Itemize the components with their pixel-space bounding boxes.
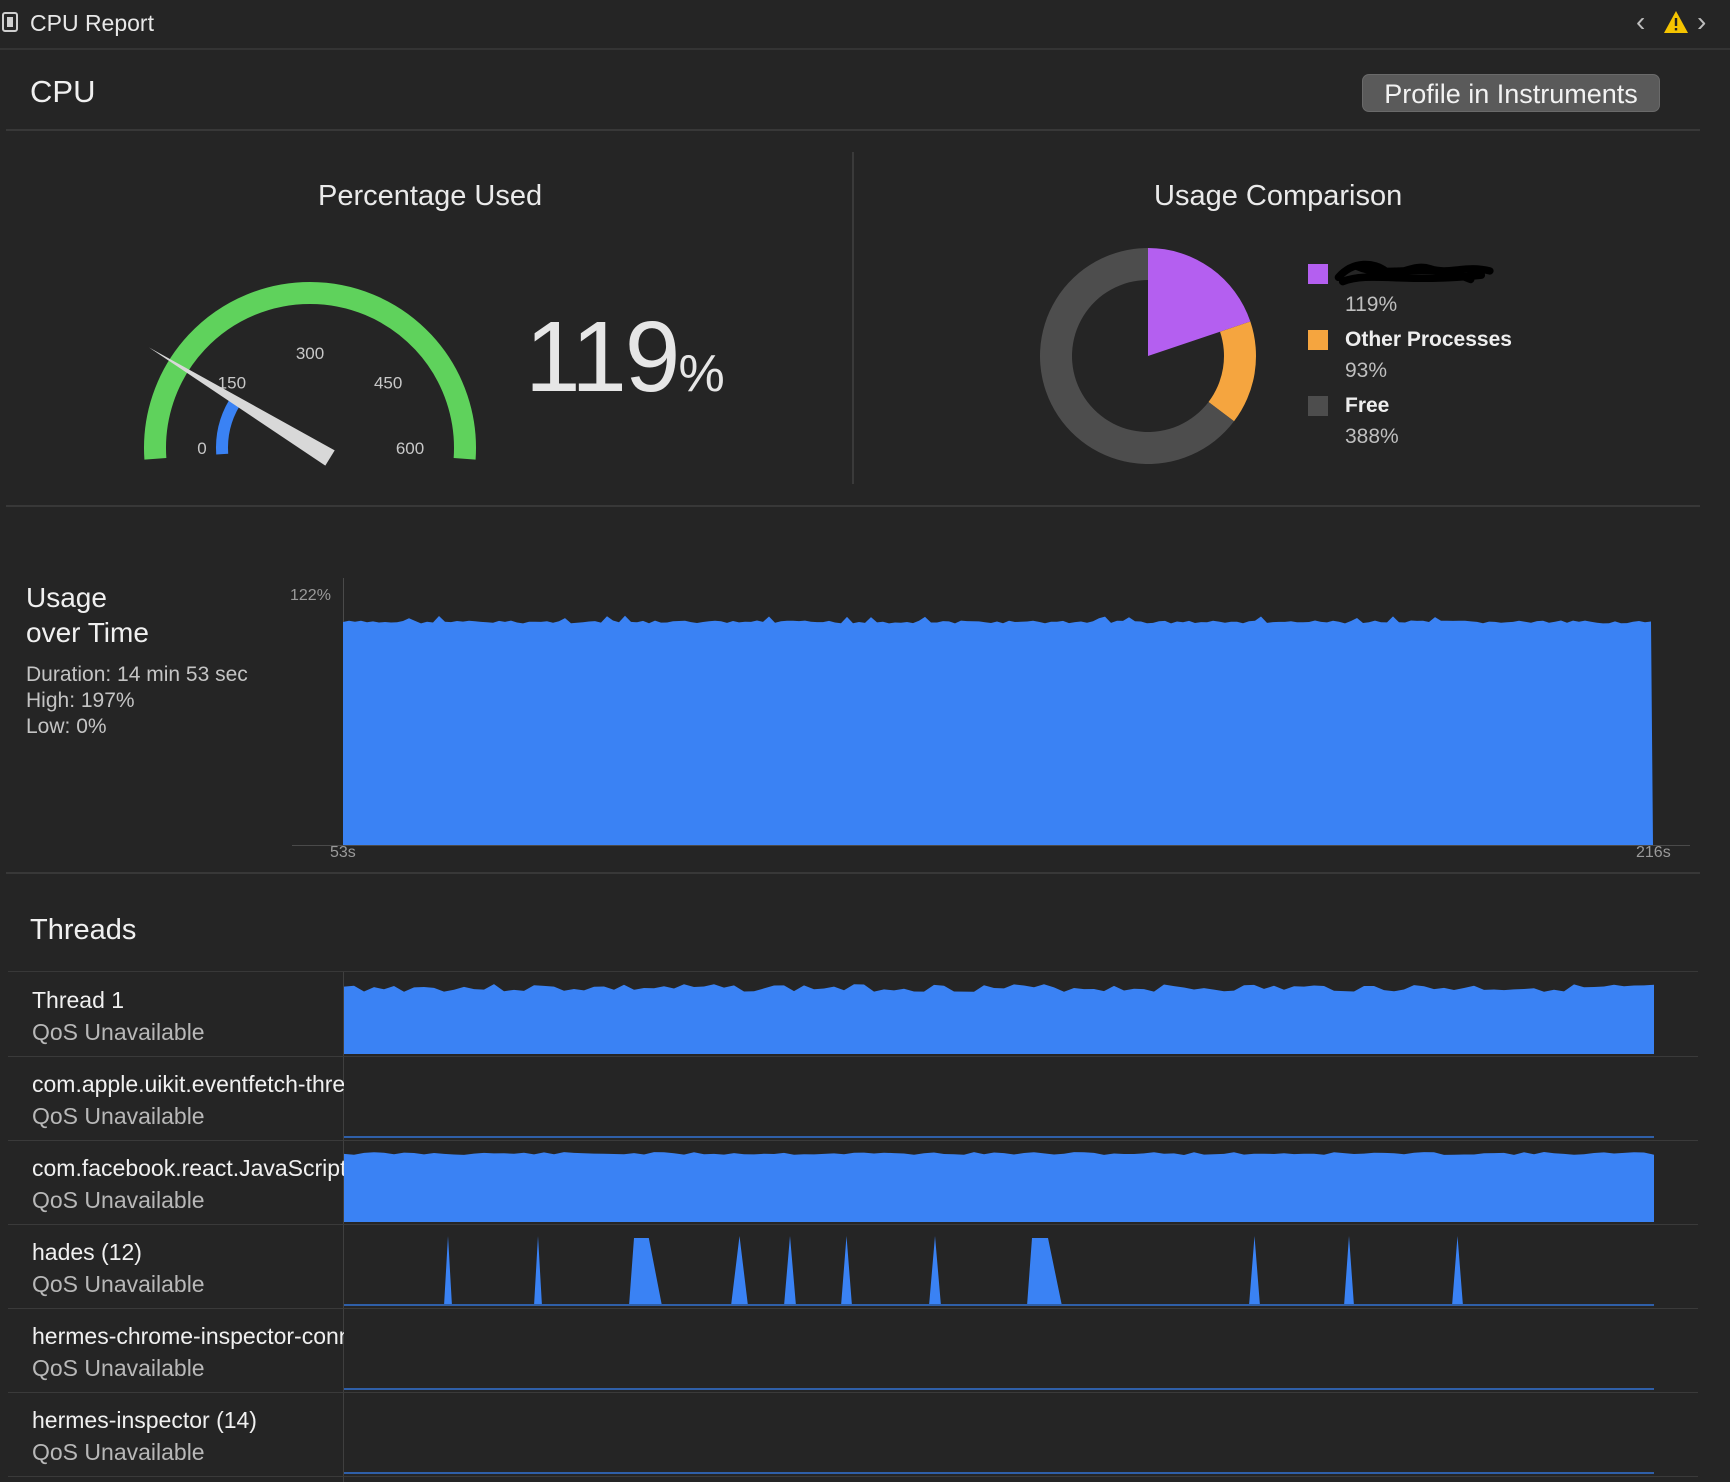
thread-baseline [344,1304,1654,1306]
thread-name: com.facebook.react.JavaScript [32,1155,344,1181]
divider [8,971,1698,972]
gauge-value-arc [216,400,240,455]
thread-usage-graph [344,1136,1654,1138]
thread-baseline [344,1472,1654,1474]
gauge-tick-label: 0 [197,439,206,458]
thread-qos: QoS Unavailable [32,1271,205,1297]
thread-qos: QoS Unavailable [32,1439,205,1465]
usage-area [343,615,1653,845]
legend-value-free: 388% [1345,425,1399,448]
title-bar [0,0,1730,50]
thread-usage-graph [344,1152,1654,1222]
usage-comparison-title: Usage Comparison [1154,180,1403,212]
threads-title: Threads [30,914,137,946]
chevron-left-icon[interactable]: ‹ [1636,6,1646,37]
thread-qos: QoS Unavailable [32,1187,205,1213]
thread-usage-graph [344,1388,1654,1390]
percentage-value-unit: % [678,345,724,403]
thread-usage-area [344,1152,1654,1222]
legend-swatch-other-processes [1308,330,1328,350]
gauge-tick-label: 600 [396,439,424,458]
gauge-capacity-arc [144,282,476,460]
thread-qos: QoS Unavailable [32,1355,205,1381]
thread-qos: QoS Unavailable [32,1019,205,1045]
window-title: CPU Report [30,10,154,36]
donut-slice [1148,248,1251,356]
y-axis-max-label: 122% [290,587,331,604]
thread-baseline [344,1136,1654,1138]
thread-usage-graph [344,1472,1654,1474]
x-axis-end-label: 216s [1636,844,1671,861]
donut-slice [1040,248,1235,464]
donut-slice [1208,321,1256,422]
percentage-used-title: Percentage Used [318,180,543,212]
thread-usage-area [344,984,1654,1054]
legend-name-free: Free [1345,394,1390,417]
low-stat: Low: 0% [26,715,107,738]
thread-usage-graph [344,1236,1654,1306]
profile-in-instruments-button[interactable]: Profile in Instruments [1362,74,1660,112]
report-icon [2,12,18,32]
usage-over-time-title: Usage over Time [26,580,149,650]
legend-swatch-app [1308,264,1328,284]
gauge-needle [148,347,335,466]
gauge-tick-label: 300 [296,344,324,363]
legend-value-app: 119% [1345,293,1398,316]
usage-over-time-chart [343,615,1653,845]
usage-over-time-title-line1: Usage [26,582,107,613]
legend-name-other-processes: Other Processes [1345,328,1512,351]
divider [6,505,1700,507]
divider [6,129,1700,131]
thread-name: hermes-chrome-inspector-conn [32,1323,344,1349]
gauge-tick-label: 150 [218,373,246,392]
x-axis-start-label: 53s [330,844,356,861]
row-divider [8,1140,1698,1141]
thread-name: hermes-inspector (14) [32,1407,257,1433]
divider [6,872,1700,874]
percentage-value-number: 119 [525,301,680,413]
section-title-cpu: CPU [30,74,96,109]
thread-qos: QoS Unavailable [32,1103,205,1129]
panel-divider [852,152,854,484]
high-stat: High: 197% [26,689,135,712]
cpu-gauge: 0 150 300 450 600 [144,282,476,466]
redaction-scribble [1334,260,1494,286]
warning-icon[interactable] [1663,10,1689,34]
thread-name: Thread 1 [32,987,125,1013]
row-divider [8,1308,1698,1309]
percentage-used-value: 119% [525,300,725,415]
thread-usage-graph [344,984,1654,1054]
row-divider [8,1476,1698,1477]
x-axis [292,845,1690,846]
threads-column-divider [343,972,344,1482]
usage-over-time-title-line2: over Time [26,617,149,648]
legend-value-other-processes: 93% [1345,359,1388,382]
thread-usage-area [444,1236,1463,1306]
usage-donut-chart [1040,248,1256,464]
duration-stat: Duration: 14 min 53 sec [26,663,248,686]
row-divider [8,1224,1698,1225]
thread-baseline [344,1388,1654,1390]
gauge-tick-label: 450 [374,373,402,392]
row-divider [8,1056,1698,1057]
row-divider [8,1392,1698,1393]
thread-name: com.apple.uikit.eventfetch-thread [32,1071,344,1097]
chevron-right-icon[interactable]: › [1697,6,1707,37]
thread-name: hades (12) [32,1239,142,1265]
legend-swatch-free [1308,396,1328,416]
